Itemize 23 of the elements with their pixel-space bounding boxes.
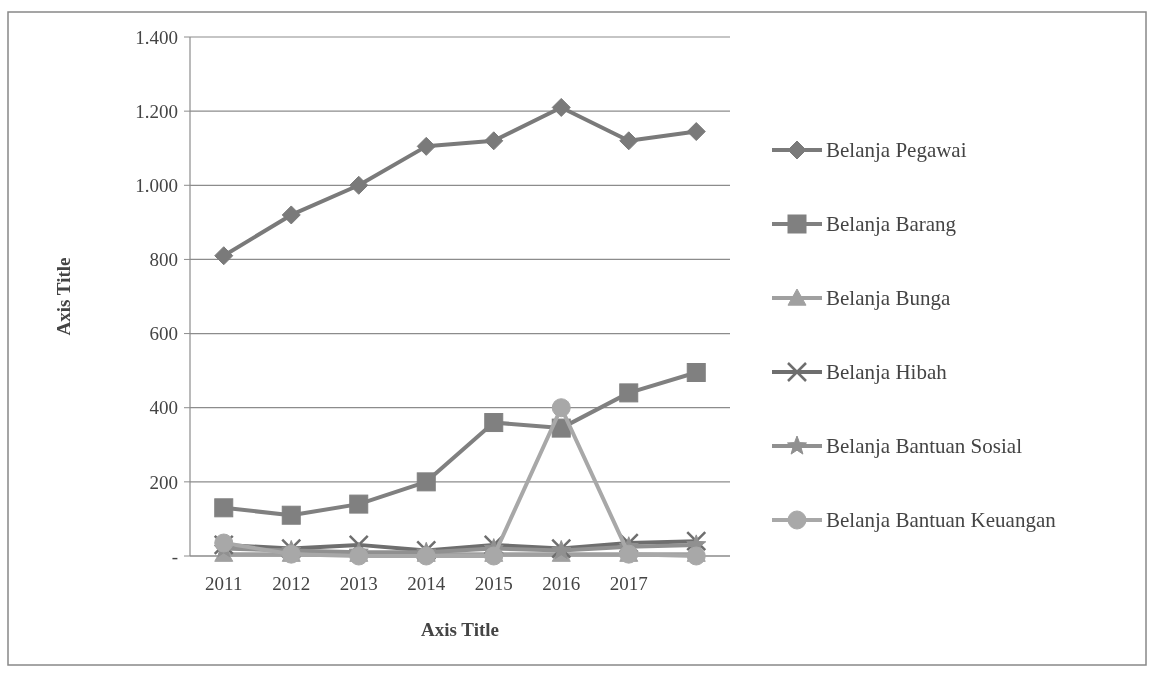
legend-label: Belanja Barang [826,212,957,237]
y-tick-label: 200 [149,471,178,493]
x-tick-label: 2015 [474,573,513,594]
legend-label: Belanja Bantuan Keuangan [826,508,1057,533]
legend-label: Belanja Hibah [826,360,948,385]
y-tick-label: 1.400 [135,26,178,48]
y-tick-label: 600 [149,323,178,345]
legend-label: Belanja Pegawai [826,138,967,163]
x-tick-label: 2016 [542,573,581,594]
y-tick-label: 400 [149,397,178,419]
x-tick-label: 2017 [609,573,648,594]
legend-label: Belanja Bunga [826,286,951,311]
x-axis-title: Axis Title [421,619,499,640]
y-axis-title: Axis Title [53,257,74,336]
x-tick-label: 2013 [339,573,378,594]
y-tick-label: - [171,545,178,567]
x-tick-label: 2014 [407,573,446,594]
legend-label: Belanja Bantuan Sosial [826,434,1023,459]
y-tick-label: 800 [149,249,178,271]
x-tick-label: 2011 [205,573,243,594]
x-tick-label: 2012 [272,573,311,594]
y-tick-label: 1.200 [135,100,178,122]
y-tick-label: 1.000 [135,174,178,196]
